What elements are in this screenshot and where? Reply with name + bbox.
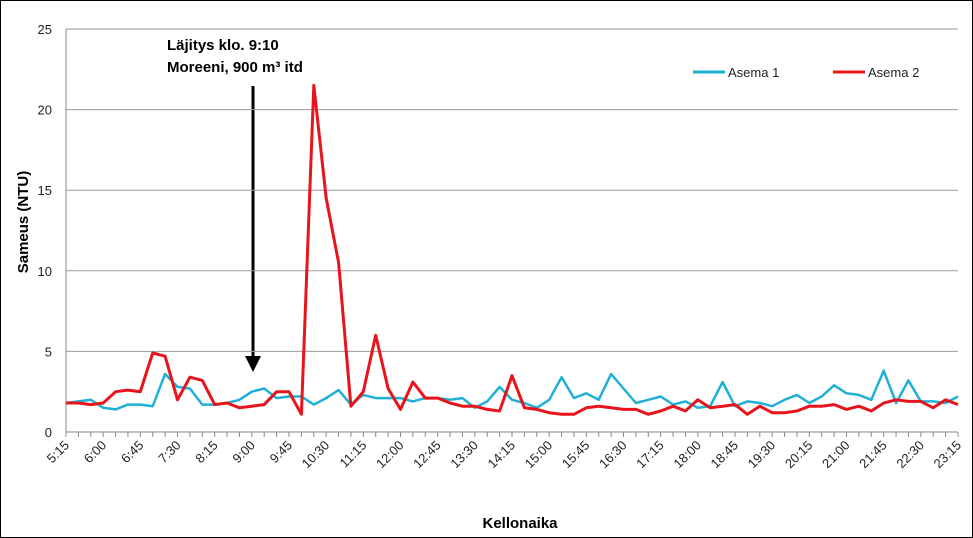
y-tick-label: 15 [38,183,52,198]
annotation: Läjitys klo. 9:10 [167,37,279,54]
x-axis-label: Kellonaika [482,515,558,532]
y-axis-label: Sameus (NTU) [15,171,32,274]
series-line [66,83,959,416]
y-tick-label: 5 [45,344,52,359]
y-tick-label: 25 [38,22,52,37]
arrow-head [245,356,261,372]
y-tick-label: 20 [38,103,52,118]
legend-label: Asema 2 [868,65,919,80]
legend-label: Asema 1 [728,65,779,80]
y-tick-label: 10 [38,264,52,279]
y-tick-label: 0 [45,425,52,440]
annotation: Moreeni, 900 m³ itd [167,59,303,76]
